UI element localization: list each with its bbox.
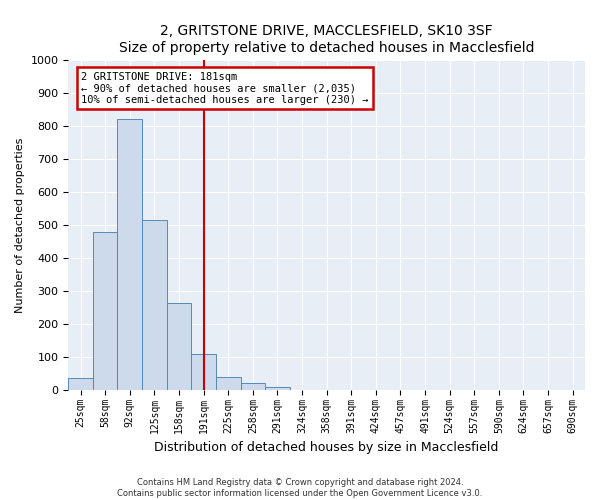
Bar [167, 302, 191, 390]
Bar [142, 220, 167, 390]
Title: 2, GRITSTONE DRIVE, MACCLESFIELD, SK10 3SF
Size of property relative to detached: 2, GRITSTONE DRIVE, MACCLESFIELD, SK10 3… [119, 24, 535, 54]
Text: 2 GRITSTONE DRIVE: 181sqm
← 90% of detached houses are smaller (2,035)
10% of se: 2 GRITSTONE DRIVE: 181sqm ← 90% of detac… [81, 72, 368, 105]
Bar [118, 120, 142, 390]
Bar [93, 232, 118, 390]
Text: Contains HM Land Registry data © Crown copyright and database right 2024.
Contai: Contains HM Land Registry data © Crown c… [118, 478, 482, 498]
Y-axis label: Number of detached properties: Number of detached properties [15, 138, 25, 312]
X-axis label: Distribution of detached houses by size in Macclesfield: Distribution of detached houses by size … [154, 441, 499, 454]
Bar [265, 388, 290, 390]
Bar [216, 377, 241, 390]
Bar [191, 354, 216, 390]
Bar [68, 378, 93, 390]
Bar [241, 384, 265, 390]
